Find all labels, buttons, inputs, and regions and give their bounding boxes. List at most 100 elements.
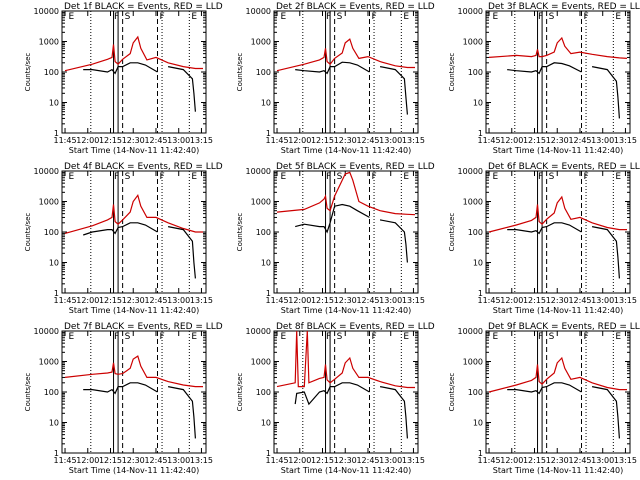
x-tick-label: 12:30 — [334, 456, 357, 465]
interval-letter: F — [371, 332, 376, 342]
x-tick-label: 13:00 — [591, 136, 614, 145]
series-events-line — [507, 62, 582, 75]
interval-letter: E — [615, 12, 621, 22]
x-tick-label: 12:45 — [568, 456, 591, 465]
y-tick-label: 1000 — [463, 198, 483, 207]
x-tick-label: 11:45 — [266, 456, 289, 465]
plot-frame — [273, 10, 419, 134]
y-axis-label: Counts/sec — [24, 213, 32, 252]
interval-letter: E — [493, 172, 499, 182]
interval-letter: E — [493, 332, 499, 342]
y-tick-label: 10000 — [246, 167, 271, 176]
x-tick-label: 12:00 — [288, 136, 311, 145]
interval-letter: F — [371, 12, 376, 22]
x-tick-label: 13:15 — [614, 136, 637, 145]
x-tick-label: 12:15 — [523, 136, 546, 145]
x-tick-label: 11:45 — [54, 456, 77, 465]
interval-letter: E — [403, 172, 409, 182]
x-axis-label: Start Time (14-Nov-11 11:42:40) — [493, 306, 623, 315]
y-tick-label: 100 — [256, 68, 271, 77]
x-tick-label: 13:15 — [614, 456, 637, 465]
x-tick-label: 11:45 — [478, 136, 501, 145]
panel-title: Det 4f BLACK = Events, RED = LLD — [64, 162, 223, 172]
series-lld-line — [488, 36, 628, 59]
x-tick-label: 11:45 — [478, 456, 501, 465]
y-tick-label: 1000 — [39, 198, 59, 207]
x-tick-label: 12:45 — [568, 296, 591, 305]
interval-letter: S — [337, 12, 343, 22]
x-axis-label: Start Time (14-Nov-11 11:42:40) — [69, 306, 199, 315]
x-tick-label: 12:45 — [144, 296, 167, 305]
x-tick-label: 13:00 — [379, 296, 402, 305]
y-tick-label: 1 — [266, 289, 271, 298]
series-events-line — [507, 222, 582, 235]
interval-letter: F — [159, 12, 164, 22]
y-tick-label: 1000 — [251, 358, 271, 367]
y-tick-label: 1000 — [39, 38, 59, 47]
y-tick-label: 100 — [468, 68, 483, 77]
y-tick-label: 100 — [256, 388, 271, 397]
plot-frame — [61, 10, 207, 134]
series-events-line — [295, 61, 370, 75]
interval-letter: F — [583, 172, 588, 182]
series-events-line — [83, 62, 158, 75]
panel-title: Det 1f BLACK = Events, RED = LLD — [64, 2, 223, 12]
y-tick-label: 100 — [44, 388, 59, 397]
interval-letter: E — [281, 332, 287, 342]
interval-letter: F — [159, 332, 164, 342]
panel-title: Det 3f BLACK = Events, RED = LLD — [488, 2, 640, 12]
x-tick-label: 11:45 — [54, 136, 77, 145]
interval-letter: S — [125, 12, 131, 22]
interval-letter: F — [114, 332, 119, 342]
series-events-line — [167, 386, 196, 439]
x-tick-label: 13:15 — [402, 296, 425, 305]
series-events-line — [167, 66, 196, 112]
y-axis-label: Counts/sec — [236, 373, 244, 412]
series-lld-line — [488, 356, 627, 393]
x-tick-label: 13:15 — [402, 136, 425, 145]
series-lld-line — [64, 355, 203, 388]
x-tick-label: 12:00 — [500, 296, 523, 305]
y-axis-label: Counts/sec — [24, 373, 32, 412]
interval-letter: E — [493, 12, 499, 22]
y-tick-label: 10 — [261, 419, 271, 428]
interval-letter: E — [403, 12, 409, 22]
x-tick-label: 12:00 — [500, 136, 523, 145]
x-tick-label: 12:15 — [523, 456, 546, 465]
x-tick-label: 13:00 — [379, 136, 402, 145]
y-tick-label: 10000 — [34, 167, 59, 176]
x-tick-label: 13:15 — [190, 296, 213, 305]
x-tick-label: 13:15 — [190, 136, 213, 145]
x-tick-label: 12:15 — [99, 136, 122, 145]
x-tick-label: 13:00 — [591, 296, 614, 305]
y-tick-label: 1 — [54, 129, 59, 138]
x-tick-label: 12:00 — [288, 456, 311, 465]
plot-frame — [61, 330, 207, 454]
series-lld-line — [64, 35, 203, 72]
interval-letter: F — [114, 12, 119, 22]
y-tick-label: 10 — [473, 99, 483, 108]
panel-title: Det 5f BLACK = Events, RED = LLD — [276, 162, 435, 172]
x-tick-label: 13:00 — [591, 456, 614, 465]
series-lld-line — [276, 38, 415, 72]
y-tick-label: 1000 — [251, 198, 271, 207]
interval-letter: E — [615, 172, 621, 182]
interval-letter: E — [403, 332, 409, 342]
y-tick-label: 100 — [44, 68, 59, 77]
interval-letter: E — [69, 172, 75, 182]
x-tick-label: 12:30 — [546, 456, 569, 465]
y-tick-label: 1000 — [463, 358, 483, 367]
x-tick-label: 13:15 — [402, 456, 425, 465]
series-events-line — [294, 382, 370, 406]
x-axis-label: Start Time (14-Nov-11 11:42:40) — [69, 466, 199, 475]
y-tick-label: 100 — [468, 228, 483, 237]
interval-letter: S — [125, 172, 131, 182]
x-tick-label: 12:00 — [76, 136, 99, 145]
y-tick-label: 100 — [44, 228, 59, 237]
y-tick-label: 10 — [49, 259, 59, 268]
x-tick-label: 12:30 — [546, 296, 569, 305]
plot-frame — [485, 330, 631, 454]
